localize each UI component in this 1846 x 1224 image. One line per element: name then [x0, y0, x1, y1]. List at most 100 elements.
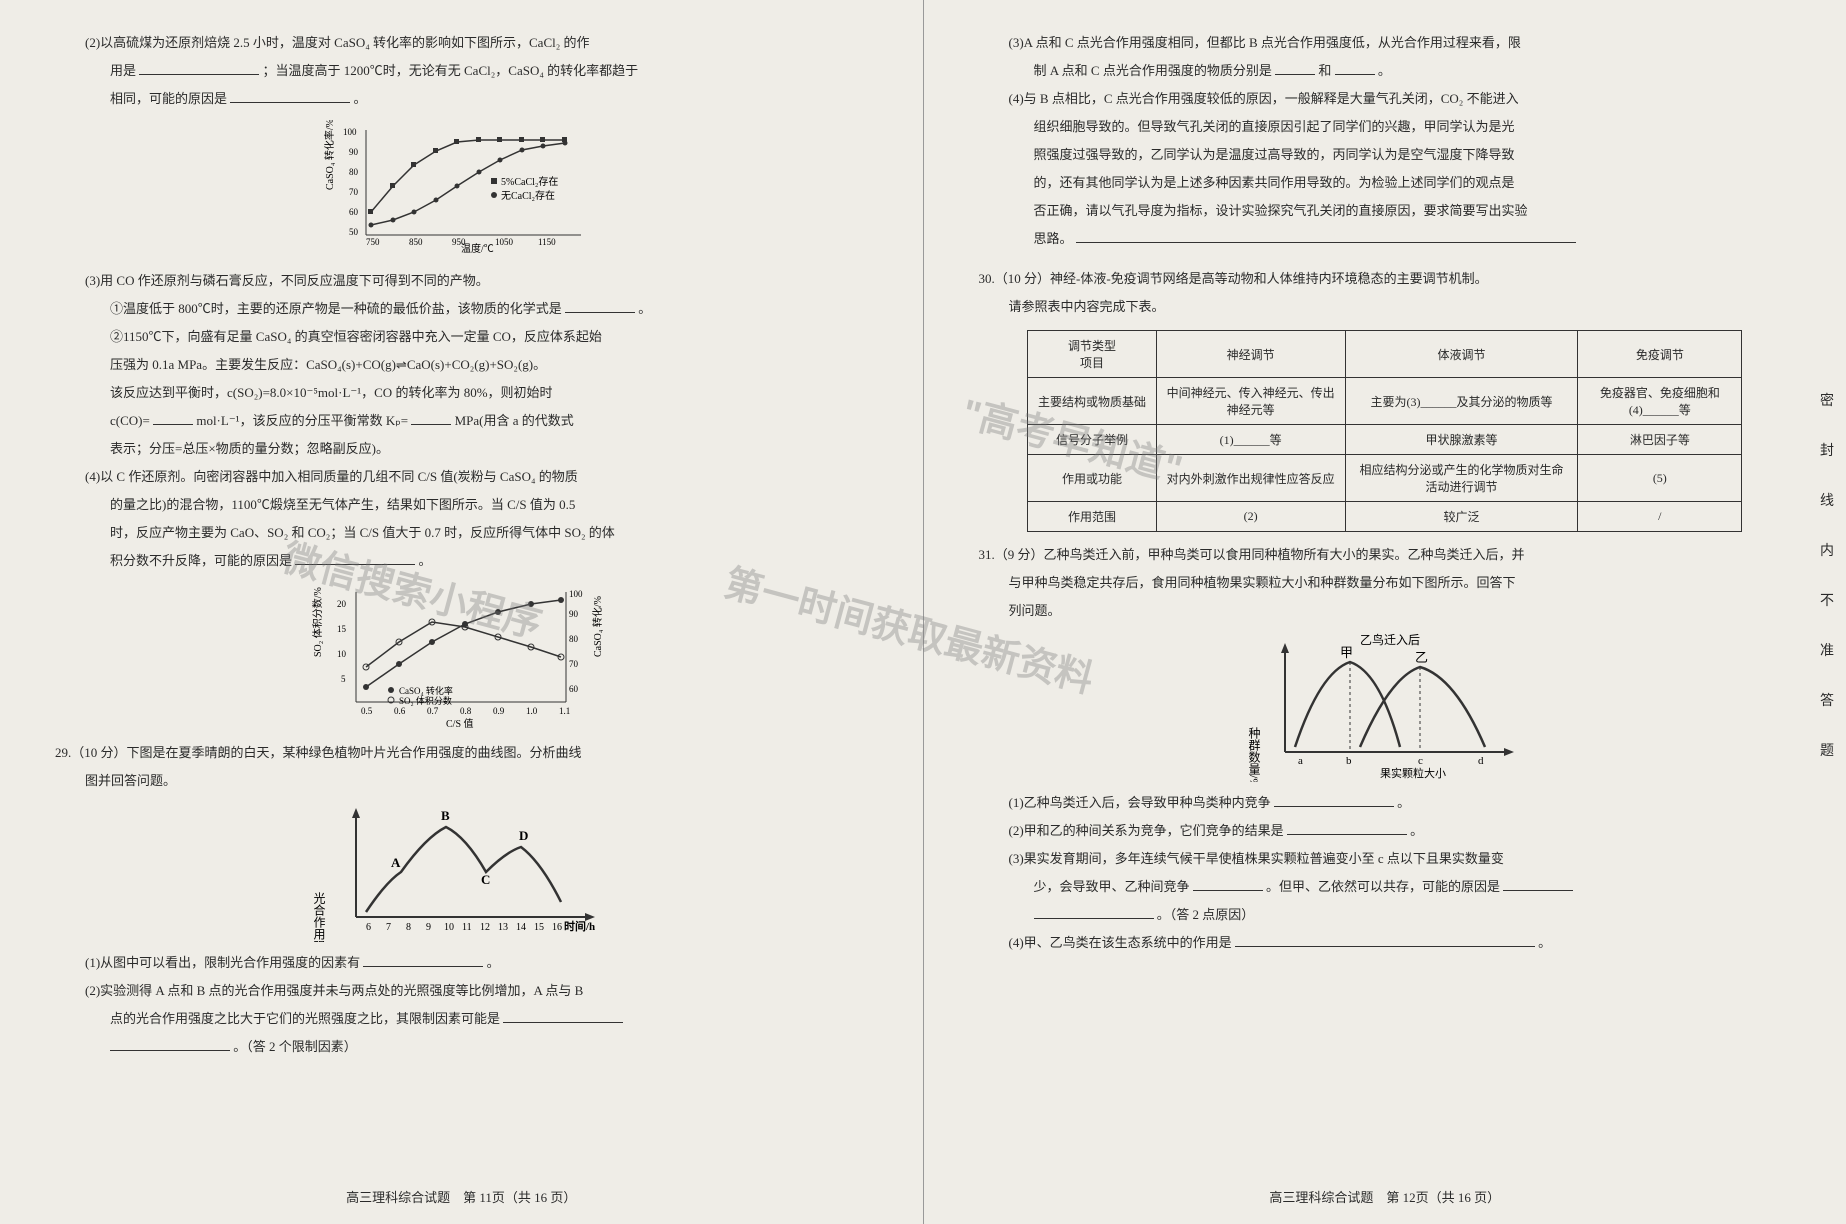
q31-head2: 与甲种鸟类稳定共存后，食用同种植物果实颗粒大小和种群数量分布如下图所示。回答下: [979, 570, 1792, 596]
chart-q31: 种群数量/% 乙鸟迁入后 果实颗粒大小 甲 乙 a b c d: [979, 632, 1792, 782]
t: 5: [341, 674, 346, 684]
q31-3b: 少，会导致甲、乙种间竞争 。但甲、乙依然可以共存，可能的原因是: [979, 874, 1792, 900]
q2-l3b: 。: [354, 91, 367, 106]
td: 中间神经元、传入神经元、传出神经元等: [1156, 378, 1345, 425]
t: 20: [337, 599, 347, 609]
q29-4f: 思路。: [979, 226, 1792, 252]
q2-line2: 用是 ；当温度高于 1200℃时，无论有无 CaCl₂，CaSO₄ 的转化率都趋…: [55, 58, 868, 84]
t: 思路。: [1034, 231, 1073, 246]
t: 。（答 2 个限制因素）: [233, 1039, 357, 1054]
th: 神经调节: [1156, 331, 1345, 378]
t: 点的光合作用强度之比大于它们的光照强度之比，其限制因素可能是: [110, 1011, 500, 1026]
t: mol·L⁻¹，该反应的分压平衡常数 Kₚ=: [196, 413, 408, 428]
q29-4b: 组织细胞导致的。但导致气孔关闭的直接原因引起了同学们的兴趣，甲同学认为是光: [979, 114, 1792, 140]
q31-4: (4)甲、乙鸟类在该生态系统中的作用是 。: [979, 930, 1792, 956]
sc: 不: [1820, 590, 1834, 610]
blank: [1275, 61, 1315, 75]
td: 甲状腺激素等: [1345, 425, 1578, 455]
t: (2)甲和乙的种间关系为竞争，它们竞争的结果是: [1009, 823, 1284, 838]
c2xl: C/S 值: [446, 717, 474, 730]
blank: [139, 61, 259, 75]
t: 0.9: [493, 706, 505, 716]
t: 积分数不升反降，可能的原因是: [110, 553, 292, 568]
q29-2a: (2)实验测得 A 点和 B 点的光合作用强度并未与两点处的光照强度等比例增加，…: [55, 978, 868, 1004]
q3-s2d: c(CO)= mol·L⁻¹，该反应的分压平衡常数 Kₚ= MPa(用含 a 的…: [55, 408, 868, 434]
xt: d: [1478, 755, 1484, 767]
blank: [153, 411, 193, 425]
q31-1: (1)乙种鸟类迁入后，会导致甲种鸟类种内竞争 。: [979, 790, 1792, 816]
td: 淋巴因子等: [1578, 425, 1742, 455]
t: 少，会导致甲、乙种间竞争: [1034, 879, 1190, 894]
q29-2b: 点的光合作用强度之比大于它们的光照强度之比，其限制因素可能是: [55, 1006, 868, 1032]
t: 80: [569, 634, 579, 644]
td: 较广泛: [1345, 502, 1578, 532]
t: 90: [569, 609, 579, 619]
footer-left: 高三理科综合试题 第 11页（共 16 页）: [0, 1187, 923, 1206]
t: 。: [638, 301, 651, 316]
q2-line3: 相同，可能的原因是 。: [55, 86, 868, 112]
q29-4c: 照强度过强导致的，乙同学认为是温度过高导致的，丙同学认为是空气湿度下降导致: [979, 142, 1792, 168]
q29-4d: 的，还有其他同学认为是上述多种因素共同作用导致的。为检验上述同学们的观点是: [979, 170, 1792, 196]
t: 和: [1318, 63, 1331, 78]
t: 。: [1410, 823, 1423, 838]
yt: 80: [349, 167, 359, 177]
td: /: [1578, 502, 1742, 532]
t: 100: [569, 589, 583, 599]
xt: 7: [386, 922, 391, 933]
th: 体液调节: [1345, 331, 1578, 378]
td: 作用范围: [1028, 502, 1157, 532]
sc: 准: [1820, 640, 1834, 660]
t: 。但甲、乙依然可以共存，可能的原因是: [1266, 879, 1500, 894]
lg: SO₂ 体积分数: [399, 695, 452, 706]
td: 相应结构分泌或产生的化学物质对生命活动进行调节: [1345, 455, 1578, 502]
xt: 15: [534, 922, 544, 933]
xt: 9: [426, 922, 431, 933]
t: 。: [419, 553, 432, 568]
xt: c: [1418, 755, 1423, 767]
t: c(CO)=: [110, 413, 150, 428]
td: (5): [1578, 455, 1742, 502]
td: (2): [1156, 502, 1345, 532]
chart31-svg: 种群数量/% 乙鸟迁入后 果实颗粒大小 甲 乙 a b c d: [1240, 632, 1530, 782]
q30-head2: 请参照表中内容完成下表。: [979, 294, 1792, 320]
t: 。（答 2 点原因）: [1157, 907, 1255, 922]
q29-head: 29.（10 分）下图是在夏季晴朗的白天，某种绿色植物叶片光合作用强度的曲线图。…: [55, 740, 868, 766]
t: 1.1: [559, 706, 570, 716]
chart1-svg: CaSO₄ 转化率/% 温度/℃ 50 60 70 80 90 100 750 …: [321, 120, 601, 260]
lblC: C: [481, 872, 490, 887]
sc: 密: [1820, 390, 1834, 410]
q31-2: (2)甲和乙的种间关系为竞争，它们竞争的结果是 。: [979, 818, 1792, 844]
yt: 70: [349, 187, 359, 197]
yt: 50: [349, 227, 359, 237]
t: (1)从图中可以看出，限制光合作用强度的因素有: [85, 955, 360, 970]
c1-xl: 温度/℃: [461, 242, 494, 255]
blank: [363, 953, 483, 967]
sc: 答: [1820, 690, 1834, 710]
q3-s2a: ②1150℃下，向盛有足量 CaSO₄ 的真空恒容密闭容器中充入一定量 CO，反…: [55, 324, 868, 350]
q29-2c: 。（答 2 个限制因素）: [55, 1034, 868, 1060]
lblD: D: [519, 828, 528, 843]
q29-head2: 图并回答问题。: [55, 768, 868, 794]
q4-l3: 时，反应产物主要为 CaO、SO₂ 和 CO₂；当 C/S 值大于 0.7 时，…: [55, 520, 868, 546]
blank: [1274, 793, 1394, 807]
q3-s2b: 压强为 0.1a MPa。主要发生反应：CaSO₄(s)+CO(g)⇌CaO(s…: [55, 352, 868, 378]
td: 对内外刺激作出规律性应答反应: [1156, 455, 1345, 502]
t: ①温度低于 800℃时，主要的还原产物是一种硫的最低价盐，该物质的化学式是: [110, 301, 562, 316]
left-page: (2)以高硫煤为还原剂焙烧 2.5 小时，温度对 CaSO₄ 转化率的影响如下图…: [0, 0, 924, 1224]
xt: b: [1346, 755, 1352, 767]
yt: 60: [349, 207, 359, 217]
blank: [1287, 821, 1407, 835]
side-seal-chars: 密 封 线 内 不 准 答 题: [1820, 390, 1834, 760]
chart29-svg: 光合作用强度 6 7 8 9 10 11 12 13 14 15 16 时间/h…: [311, 802, 611, 942]
t: 。: [487, 955, 500, 970]
sc: 题: [1820, 740, 1834, 760]
th: 项目: [1080, 356, 1104, 370]
th: 免疫调节: [1578, 331, 1742, 378]
chart-q29: 光合作用强度 6 7 8 9 10 11 12 13 14 15 16 时间/h…: [55, 802, 868, 942]
xl: 果实颗粒大小: [1380, 766, 1446, 780]
c2yr: CaSO₄ 转化/%: [591, 596, 604, 657]
th: 调节类型: [1068, 339, 1116, 353]
td: 主要为(3)______及其分泌的物质等: [1345, 378, 1578, 425]
blank: [1235, 933, 1535, 947]
chart2-svg: SO₂ 体积分数/% CaSO₄ 转化/% C/S 值 5 10 15 20 6…: [311, 582, 611, 732]
